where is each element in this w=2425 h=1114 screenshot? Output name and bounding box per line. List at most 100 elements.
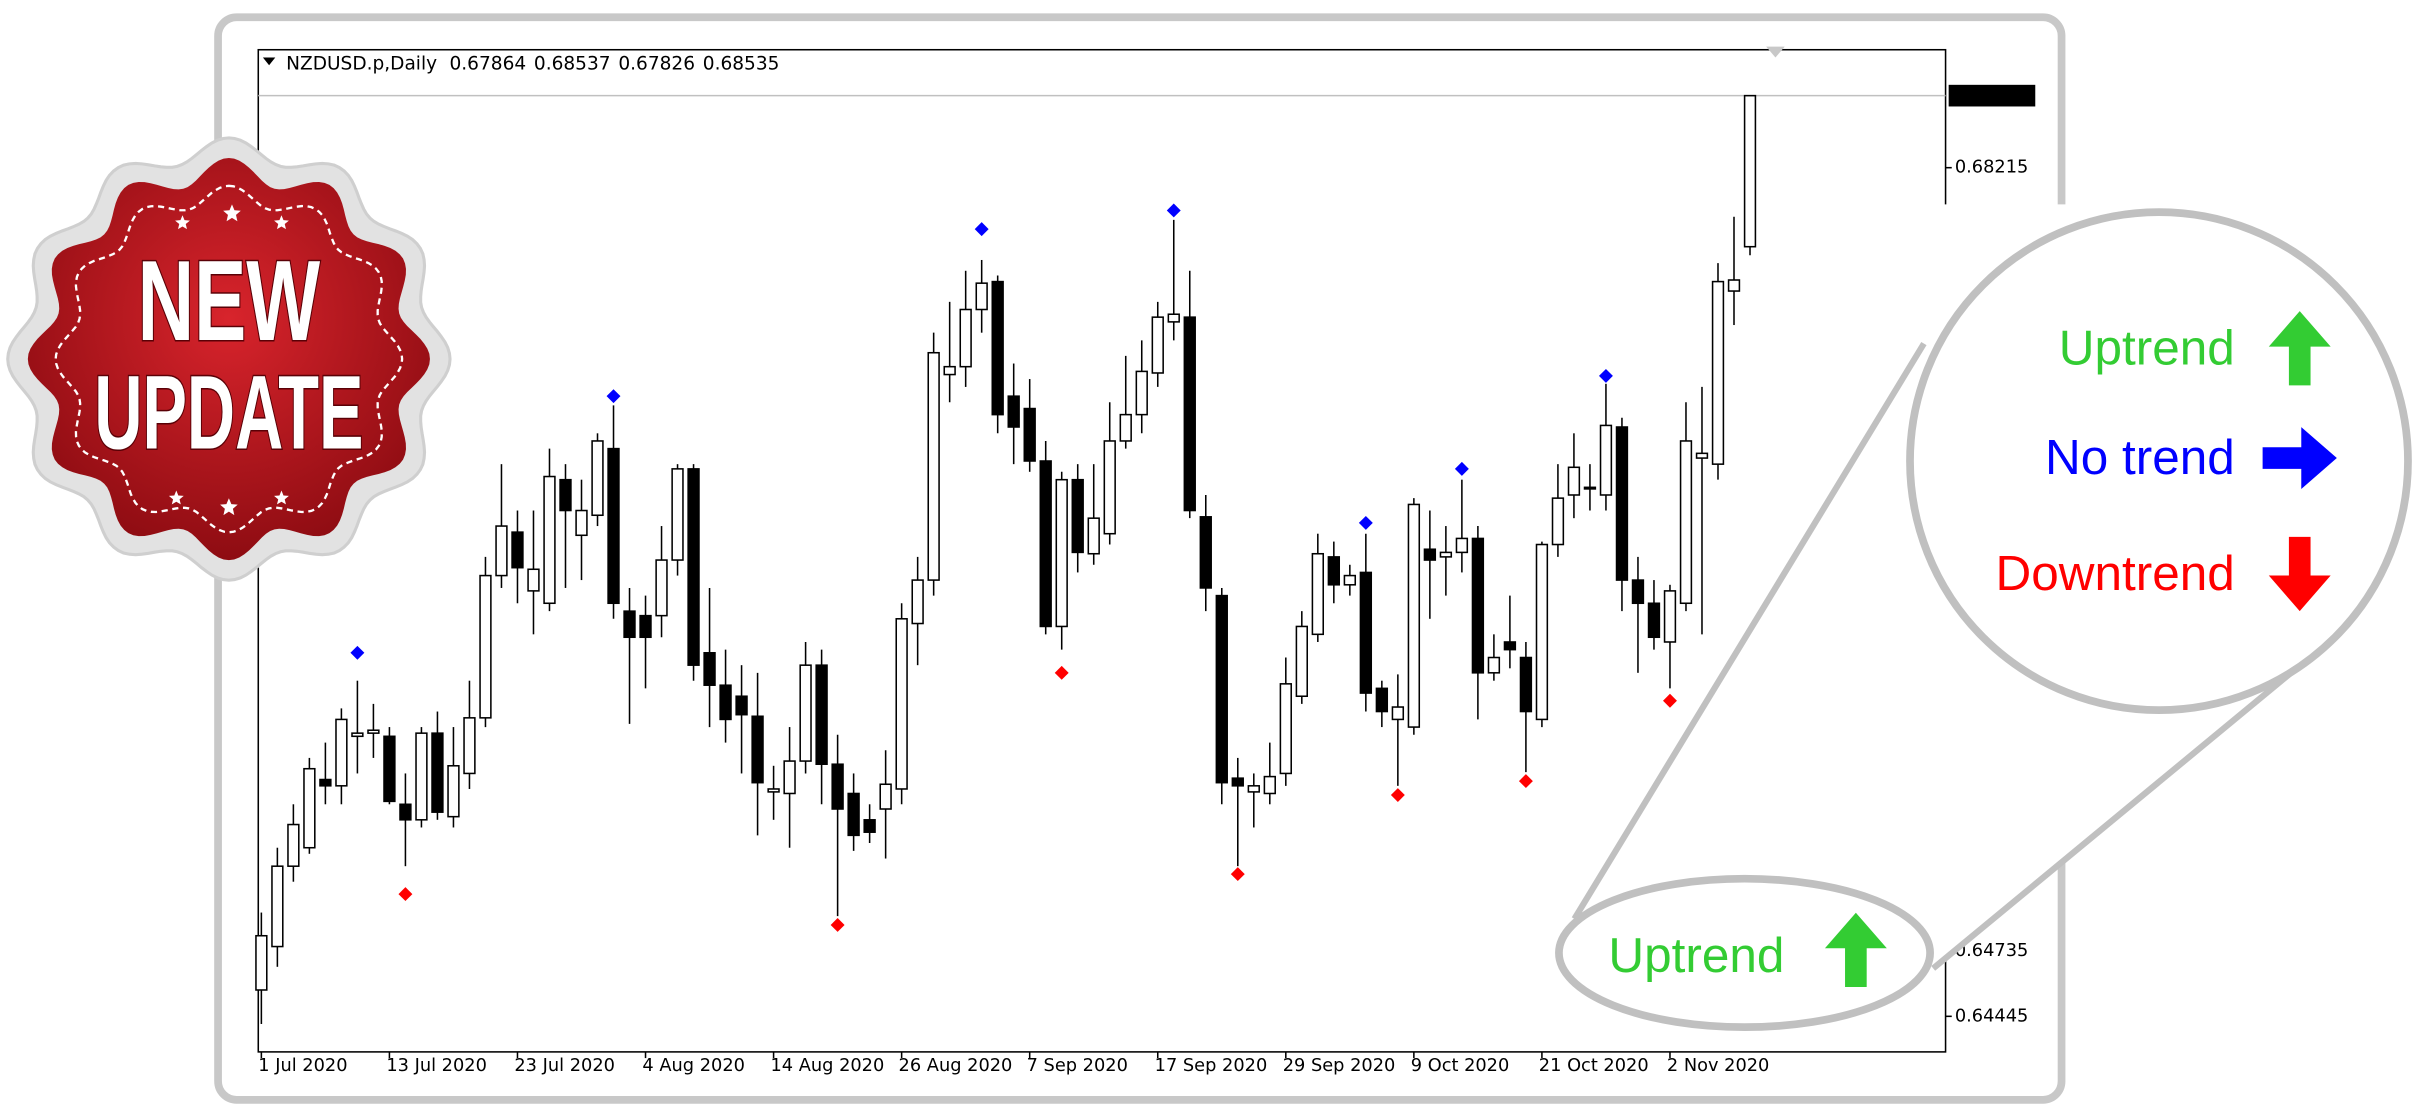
candle-body bbox=[607, 447, 620, 605]
candle-body bbox=[319, 778, 332, 787]
candle-body bbox=[559, 478, 572, 512]
candle-body bbox=[1151, 316, 1164, 374]
candle-body bbox=[1183, 316, 1196, 512]
candle-body bbox=[1615, 426, 1629, 581]
signal-marker bbox=[830, 917, 845, 932]
candle-body bbox=[991, 280, 1004, 416]
x-tick-label: 2 Nov 2020 bbox=[1667, 1055, 1769, 1076]
trend-arrow bbox=[1824, 912, 1887, 987]
candle-body bbox=[383, 735, 396, 803]
candle-body bbox=[1007, 395, 1020, 428]
candle-body bbox=[1663, 590, 1677, 643]
candles: 0.644450.647350.650250.653150.656050.682… bbox=[255, 84, 2036, 1076]
x-tick-label: 23 Jul 2020 bbox=[514, 1055, 615, 1076]
candle-body bbox=[1087, 517, 1100, 555]
candle-body bbox=[1055, 478, 1068, 628]
candle-body bbox=[719, 684, 732, 721]
candle-body bbox=[927, 351, 940, 581]
x-tick-label: 13 Jul 2020 bbox=[386, 1055, 487, 1076]
candle-body bbox=[799, 664, 812, 762]
badge-star bbox=[223, 204, 241, 222]
candle-body bbox=[1535, 543, 1549, 721]
candle-body bbox=[879, 783, 892, 810]
badge-star bbox=[175, 215, 190, 230]
candle-body bbox=[1503, 641, 1517, 651]
candle-body bbox=[1135, 370, 1148, 416]
candle-body bbox=[1487, 656, 1501, 674]
badge-line: NEW bbox=[138, 237, 320, 365]
candle-body bbox=[527, 568, 540, 592]
candle-body bbox=[1439, 551, 1453, 558]
signal-marker bbox=[1166, 203, 1181, 218]
candle-body bbox=[703, 652, 716, 686]
candle-body bbox=[1567, 466, 1581, 496]
candle-body bbox=[767, 788, 780, 793]
x-tick-label: 21 Oct 2020 bbox=[1539, 1055, 1649, 1076]
candle-body bbox=[335, 718, 348, 787]
candle-body bbox=[271, 865, 284, 948]
signal-marker bbox=[398, 887, 413, 902]
x-tick-label: 1 Jul 2020 bbox=[258, 1055, 347, 1076]
trend-arrow bbox=[2268, 311, 2331, 386]
menu-triangle bbox=[262, 57, 276, 66]
candle-body bbox=[735, 695, 748, 716]
legend-label: No trend bbox=[2045, 430, 2235, 485]
signal-marker bbox=[606, 389, 621, 404]
candle-body bbox=[479, 574, 492, 719]
candle-body bbox=[415, 732, 428, 821]
candle-body bbox=[431, 732, 444, 813]
candle-body bbox=[303, 767, 316, 849]
chart-title: NZDUSD.p,Daily bbox=[286, 53, 437, 74]
candle-body bbox=[1311, 552, 1325, 636]
candle-body bbox=[1423, 548, 1437, 561]
callout-funnel bbox=[1577, 343, 2316, 969]
badge-body bbox=[27, 157, 430, 561]
trend-arrow bbox=[2268, 536, 2331, 612]
header-close: 0.68535 bbox=[703, 53, 780, 74]
candle-body bbox=[847, 792, 860, 837]
badge-stitch bbox=[54, 184, 404, 534]
candle-body bbox=[1247, 785, 1260, 793]
candle-body bbox=[1119, 413, 1132, 442]
candle-body bbox=[575, 509, 588, 537]
candle-body bbox=[863, 819, 876, 833]
candle-body bbox=[351, 732, 364, 738]
candle-body bbox=[1551, 497, 1565, 546]
trend-arrow bbox=[2262, 427, 2337, 489]
candle-body bbox=[911, 579, 924, 625]
candle-body bbox=[591, 440, 604, 517]
candle-body bbox=[1359, 571, 1373, 694]
y-tick-label: 0.64735 bbox=[1955, 940, 2028, 961]
candle-body bbox=[1583, 486, 1597, 490]
candle-body bbox=[255, 934, 268, 991]
price-label-bg bbox=[1948, 84, 2036, 107]
x-tick-label: 7 Sep 2020 bbox=[1027, 1055, 1128, 1076]
candle-body bbox=[1647, 602, 1661, 639]
candle-body bbox=[1167, 313, 1180, 323]
candle-body bbox=[895, 618, 908, 790]
price-label: 0.68535 bbox=[1953, 85, 2026, 106]
candle-body bbox=[1343, 574, 1357, 586]
candle-body bbox=[1727, 279, 1741, 292]
candle-body bbox=[639, 614, 652, 639]
candle-body bbox=[687, 468, 700, 666]
legend-label: Uptrend bbox=[2059, 320, 2235, 375]
candle-body bbox=[1279, 683, 1292, 775]
candle-body bbox=[751, 715, 764, 784]
chart-header: NZDUSD.p,Daily 0.67864 0.68537 0.67826 0.685… bbox=[286, 53, 779, 74]
candle-body bbox=[447, 765, 460, 818]
x-tick-label: 4 Aug 2020 bbox=[642, 1055, 745, 1076]
candle-body bbox=[1679, 440, 1693, 605]
x-tick-label: 29 Sep 2020 bbox=[1283, 1055, 1396, 1076]
candle-body bbox=[1215, 594, 1228, 784]
badge-star bbox=[168, 490, 184, 505]
candle-body bbox=[1199, 516, 1212, 589]
badge-line: UPDATE bbox=[94, 355, 363, 472]
candle-body bbox=[671, 468, 684, 561]
candle-body bbox=[1391, 706, 1405, 721]
legend-label: Downtrend bbox=[1996, 546, 2235, 601]
candle-body bbox=[1039, 460, 1052, 628]
badge-star bbox=[274, 215, 289, 230]
